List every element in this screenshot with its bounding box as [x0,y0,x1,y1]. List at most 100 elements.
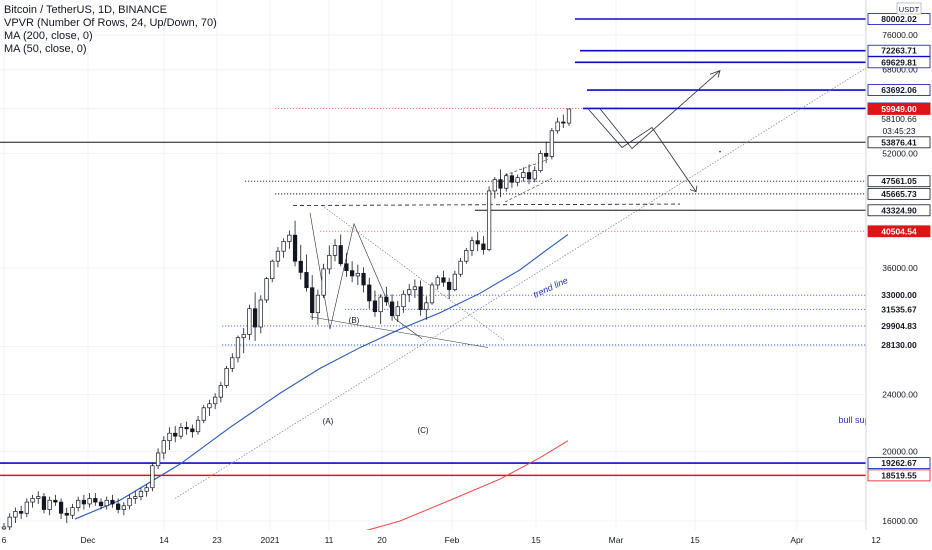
candle-down [526,172,532,180]
wave-b-label: (B) [349,316,360,325]
price-axis-tag-label: 40504.54 [881,226,917,236]
x-tick-label: 20 [377,535,387,545]
candle-up [207,403,212,409]
time-axis[interactable]: 6 Dec 14 23 2021 11 20 Feb 15 Mar 15 Apr 12 [0,530,932,550]
candle-up [504,175,509,189]
x-tick-label: 12 [871,535,881,545]
candle-up [144,487,149,492]
candle-up [486,190,492,250]
price-axis-tag-label: 69629.81 [881,57,917,67]
ma200-line [342,440,569,538]
candle-down [475,240,480,245]
y-tick-label: 52000.00 [882,148,918,158]
candle-up [218,385,223,398]
y-tick-label: 76000.00 [882,30,918,40]
candle-up [458,260,463,275]
x-tick-label: 15 [531,535,541,545]
price-axis-tag [867,103,931,115]
candle-up [24,501,29,514]
wave-a-label: (A) [323,417,334,426]
currency-label: USDT [899,5,920,14]
symbol-title[interactable]: Bitcoin / TetherUS, 1D, BINANCE [4,4,168,16]
candle-up [281,241,286,252]
x-tick-label: 23 [212,535,222,545]
candle-down [384,296,389,303]
candle-up [321,268,326,296]
price-axis-tag [867,56,931,69]
candle-down [350,270,355,277]
candle-down [498,179,503,189]
candle-up [155,452,161,467]
candle-up [13,511,18,518]
indicator-ma200[interactable]: MA (200, close, 0) [4,30,93,42]
chart-legend: Bitcoin / TetherUS, 1D, BINANCE VPVR (Nu… [4,4,217,56]
channel-line [321,205,506,342]
candle-down [93,498,98,503]
candle-up [515,177,520,183]
candle-down [184,427,189,430]
candle-up [315,294,321,314]
candle-up [167,432,172,442]
candle-down [292,234,298,262]
flag-line [504,159,549,176]
candle-up [332,245,338,256]
candle-up [275,250,281,262]
moving-averages [74,233,569,538]
candle-up [247,308,252,335]
candle-down [304,272,309,289]
candle-up [201,407,206,421]
price-axis-tag-label: 59949.00 [881,104,917,114]
candle-down [372,300,378,313]
price-axis-tag-label: 29904.83 [881,321,917,331]
arrow-head [709,69,721,78]
price-axis-plain-label: 58100.66 [881,114,917,124]
candle-down [509,175,515,183]
indicator-ma50[interactable]: MA (50, close, 0) [4,43,87,55]
candle-down [367,284,372,302]
y-tick-label: 24000.00 [882,390,918,400]
resistance-dashed-line [292,203,681,206]
candle-up [150,465,155,489]
candle-down [173,432,178,437]
price-axis-tag [867,457,931,470]
candle-down [361,272,366,286]
y-tick-label: 68000.00 [882,65,918,75]
indicator-vpvr[interactable]: VPVR (Number Of Rows, 24, Up/Down, 70) [4,17,217,29]
x-tick-label: 11 [325,535,334,545]
candle-up [401,293,406,308]
price-axis-tag-label: 63692.06 [881,85,917,95]
candle-up [104,499,109,507]
price-axis-tag [867,136,931,149]
candle-up [412,286,418,290]
candle-up [452,273,457,290]
x-tick-label: 6 [2,535,7,545]
candle-up [469,240,475,251]
price-axis-tag [867,204,931,217]
candle-up [76,499,81,508]
candle-down [19,511,24,514]
candle-down [53,499,58,503]
candle-up [213,396,218,405]
y-tick-label: 36000.00 [882,263,918,273]
price-axis[interactable]: 16000.0020000.0024000.0028000.0036000.00… [865,0,932,550]
candle-up [195,419,201,433]
candle-down [338,245,343,265]
price-axis-tag [867,303,931,316]
candle-up [133,496,138,499]
candle-up [161,440,166,454]
price-axis-tag [867,44,931,57]
candle-up [521,172,526,179]
channel-line [309,316,489,348]
candle-down [389,301,395,317]
y-tick-label: 16000.00 [882,516,918,526]
candle-up [378,296,383,313]
x-tick-label: Dec [80,535,96,545]
candle-down [116,503,121,510]
x-tick-label: Mar [609,535,624,545]
candle-down [447,281,452,290]
candlestick-series [1,108,572,537]
chart-grid [0,0,877,530]
candle-up [230,357,235,369]
candle-up [532,170,537,180]
